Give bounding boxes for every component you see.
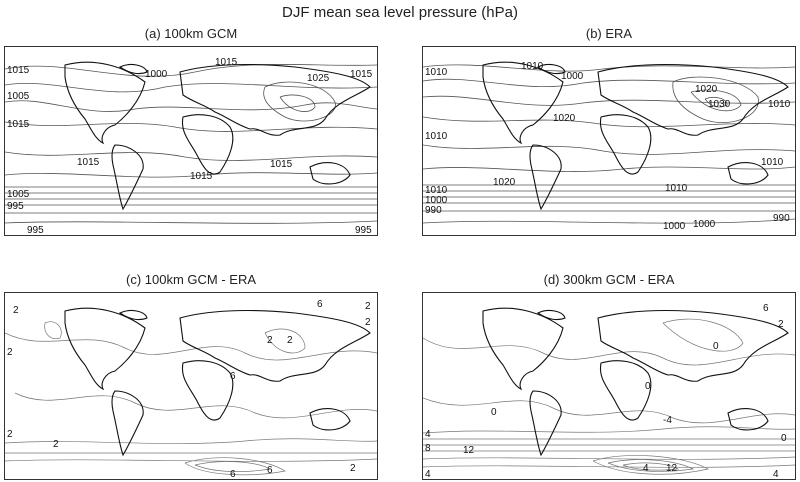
panel-a-coastlines [64, 61, 371, 211]
panel-d-label: 0 [713, 341, 719, 352]
panel-d-isobars [423, 318, 795, 475]
panel-d-label: 12 [463, 445, 475, 456]
panel-b-coastlines [482, 61, 789, 211]
panel-d-coastlines [482, 307, 789, 457]
panel-d-title: (d) 300km GCM - ERA [543, 272, 675, 287]
panel-b-label: 1010 [521, 61, 544, 72]
panel-a-label: 1015 [7, 65, 30, 76]
panel-d-label: 0 [781, 433, 787, 444]
panel-a-label: 995 [355, 225, 372, 235]
panel-d-label: 4 [773, 469, 779, 479]
panel-b-label: 1030 [708, 99, 731, 110]
panel-b-label: 1010 [761, 157, 784, 168]
panel-b-label: 1010 [768, 99, 791, 110]
panel-b: (b) ERA [422, 26, 796, 236]
panel-a-label: 1000 [145, 69, 168, 80]
panel-a-label: 1015 [215, 57, 238, 68]
panel-c-label: 2 [350, 463, 356, 474]
panel-a-label: 1005 [7, 91, 30, 102]
panel-d-label: 6 [763, 303, 769, 314]
panel-b-label: 1000 [663, 221, 686, 232]
panel-a-label: 995 [27, 225, 44, 235]
panel-a-label: 1015 [350, 69, 373, 80]
panel-a-label: 1005 [7, 189, 30, 200]
panel-b-title: (b) ERA [585, 26, 633, 41]
panel-d-label: 0 [645, 381, 651, 392]
panel-c-label: 6 [267, 465, 273, 476]
panel-b-map: 1010 1010 1000 1020 1030 1020 1010 1010 … [422, 46, 796, 236]
panel-d-label: 4 [425, 429, 431, 440]
panel-c-coastlines [64, 307, 371, 457]
panel-d-svg: 6 2 0 0 0 -4 12 4 12 4 4 8 0 4 [423, 303, 795, 479]
panel-b-label: 1010 [665, 183, 688, 194]
panel-c-label: 2 [53, 439, 59, 450]
panel-c-map: 2 2 6 2 2 2 2 6 2 6 6 2 2 [4, 292, 378, 480]
panel-b-label: 1020 [493, 177, 516, 188]
panel-d-map: 6 2 0 0 0 -4 12 4 12 4 4 8 0 4 [422, 292, 796, 480]
panel-b-label: 1000 [425, 195, 448, 206]
panel-a-label: 1015 [7, 119, 30, 130]
panel-b-label: 1000 [693, 219, 716, 230]
panel-a-label: 995 [7, 201, 24, 212]
panel-c-isobars [5, 321, 377, 476]
panel-a-isobars [5, 63, 377, 224]
panel-a-label: 1015 [270, 159, 293, 170]
panel-c-label: 6 [317, 299, 323, 310]
panel-c-svg: 2 2 6 2 2 2 2 6 2 6 6 2 2 [5, 299, 377, 479]
panel-a-label: 1015 [77, 157, 100, 168]
panel-b-label: 1000 [561, 71, 584, 82]
panel-d-label: 4 [425, 469, 431, 479]
panel-a-map: 1015 1005 1015 1015 1015 1005 995 995 10… [4, 46, 378, 236]
panel-a: (a) 100km GCM [4, 26, 378, 236]
panel-d-label: 12 [666, 463, 678, 474]
panel-c-label: 2 [365, 301, 371, 312]
panel-d-label: 8 [425, 443, 431, 454]
panel-c-label: 2 [7, 347, 13, 358]
panel-d: (d) 300km GCM - ERA [422, 272, 796, 480]
panel-c-title: (c) 100km GCM - ERA [125, 272, 256, 287]
panel-a-label: 1015 [190, 171, 213, 182]
panel-c-label: 2 [7, 429, 13, 440]
panel-c-label: 2 [267, 335, 273, 346]
panel-d-label: 4 [643, 463, 649, 474]
panel-c: (c) 100km GCM - ERA [4, 272, 378, 480]
panel-d-label: 2 [778, 319, 784, 330]
panel-b-label: 1020 [553, 113, 576, 124]
panel-c-label: 6 [230, 371, 236, 382]
panel-b-isobars [423, 64, 795, 224]
panel-b-label: 990 [773, 213, 790, 224]
panel-a-svg: 1015 1005 1015 1015 1015 1005 995 995 10… [5, 57, 377, 235]
panel-c-label: 2 [365, 317, 371, 328]
figure-title: DJF mean sea level pressure (hPa) [282, 4, 518, 21]
panel-b-label: 1010 [425, 185, 448, 196]
panel-d-label: -4 [663, 415, 672, 426]
panel-b-label: 1020 [695, 84, 718, 95]
panel-a-title: (a) 100km GCM [144, 26, 238, 41]
panel-b-label: 990 [425, 205, 442, 216]
panel-c-label: 6 [230, 469, 236, 479]
panel-b-svg: 1010 1010 1000 1020 1030 1020 1010 1010 … [423, 61, 795, 232]
panel-b-label: 1010 [425, 131, 448, 142]
panel-b-label: 1010 [425, 67, 448, 78]
panel-d-label: 0 [491, 407, 497, 418]
panel-a-label: 1025 [307, 73, 330, 84]
panel-c-label: 2 [287, 335, 293, 346]
panel-c-label: 2 [13, 305, 19, 316]
